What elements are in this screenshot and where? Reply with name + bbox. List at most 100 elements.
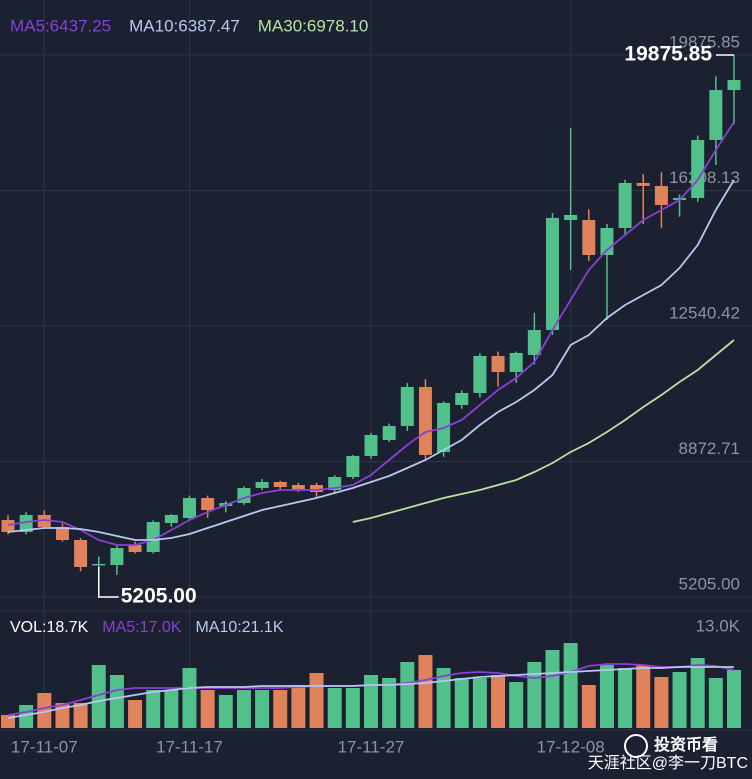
volume-bar <box>182 668 197 728</box>
legend-entry: MA30:6978.10 <box>258 16 369 35</box>
high-label: 19875.85 <box>624 43 712 66</box>
volume-bar <box>273 690 288 728</box>
x-tick-label: 17-11-27 <box>338 737 405 756</box>
candle-body <box>110 548 124 566</box>
candle-body <box>709 89 723 140</box>
candle-body <box>582 219 596 255</box>
volume-bar <box>345 688 360 728</box>
volume-bar <box>291 685 306 728</box>
x-tick-label: 17-12-08 <box>537 737 605 756</box>
volume-bar <box>109 675 124 728</box>
volume-bar <box>364 675 378 728</box>
volume-bar <box>491 675 506 728</box>
volume-bar <box>672 672 687 728</box>
y-tick-label: 19875.85 <box>669 32 740 51</box>
low-label: 5205.00 <box>121 585 197 608</box>
candle-body <box>146 522 160 553</box>
candle-body <box>183 497 196 518</box>
volume-bar <box>200 690 215 728</box>
volume-bar <box>545 650 560 728</box>
volume-tick-label: 13.0K <box>696 616 741 635</box>
candle-body <box>455 392 469 406</box>
candle-body <box>346 455 360 478</box>
candle-body <box>636 182 650 186</box>
volume-bar <box>563 643 578 728</box>
y-tick-label: 12540.42 <box>669 303 740 322</box>
y-tick-label: 8872.71 <box>679 439 740 458</box>
volume-bar <box>400 662 415 728</box>
candle-body <box>691 139 705 198</box>
candle-body <box>509 352 523 372</box>
volume-bar <box>327 688 342 728</box>
candle-body <box>527 329 541 355</box>
volume-bar <box>418 655 433 728</box>
candle-body <box>237 487 251 503</box>
volume-bar <box>436 668 451 728</box>
volume-bar <box>454 678 469 728</box>
volume-bar <box>382 678 397 728</box>
candle-body <box>473 355 487 393</box>
volume-bar <box>654 677 669 728</box>
candle-body <box>654 185 668 205</box>
volume-bar <box>636 665 651 728</box>
candle-body <box>37 514 51 527</box>
ma-line <box>7 121 735 546</box>
candle-body <box>364 435 378 456</box>
volume-bar <box>527 662 542 728</box>
candle-body <box>310 484 324 493</box>
candle-body <box>491 355 505 372</box>
volume-bar <box>146 690 161 728</box>
volume-bar <box>472 678 487 728</box>
candle-body <box>201 497 215 510</box>
volume-bar <box>727 670 741 728</box>
legend-entry: MA5:6437.25 <box>10 16 111 35</box>
ma-line <box>352 339 735 523</box>
candle-body <box>1 520 15 532</box>
candle-body <box>164 514 178 524</box>
candle-body <box>92 563 106 566</box>
candle-body <box>564 214 578 220</box>
candle-body <box>727 79 741 90</box>
candle-body <box>19 514 33 532</box>
volume-bar <box>708 678 723 728</box>
candle-body <box>55 526 69 540</box>
candle-body <box>618 182 632 228</box>
volume-bar <box>618 668 633 728</box>
volume-bar <box>128 700 143 728</box>
candle-body <box>273 481 287 487</box>
volume-bar <box>690 658 705 728</box>
volume-bar <box>73 703 88 728</box>
x-tick-label: 17-11-17 <box>156 737 223 756</box>
badge: 投资币看 <box>654 735 718 754</box>
y-tick-label: 16208.13 <box>669 168 740 187</box>
candle-body <box>382 425 396 440</box>
candle-body <box>74 539 88 568</box>
volume-bar <box>218 695 233 728</box>
x-tick-label: 17-11-07 <box>11 737 78 756</box>
volume-bar <box>509 682 524 728</box>
candle-body <box>546 217 559 330</box>
watermark: 天涯社区@李一刀BTC <box>588 754 748 772</box>
volume-bar <box>164 690 179 728</box>
volume-bar <box>91 665 106 728</box>
legend-entry: MA10:6387.47 <box>129 16 240 35</box>
volume-bar <box>581 685 596 728</box>
ma-line <box>7 179 735 541</box>
volume-legend-entry: MA5:17.0K <box>102 619 181 636</box>
volume-bar <box>37 693 52 728</box>
volume-bar <box>309 673 324 728</box>
candle-body <box>255 481 269 488</box>
candle-body <box>128 544 142 553</box>
badge-icon <box>624 734 648 758</box>
candle-body <box>291 484 305 491</box>
volume-bar <box>599 665 614 728</box>
candle-body <box>418 386 432 455</box>
volume-bar <box>255 690 270 728</box>
volume-bar <box>236 690 251 728</box>
volume-legend: VOL:18.7K <box>10 619 89 636</box>
candle-body <box>400 386 414 426</box>
low-marker-line <box>98 567 119 598</box>
y-tick-label: 5205.00 <box>679 574 740 593</box>
